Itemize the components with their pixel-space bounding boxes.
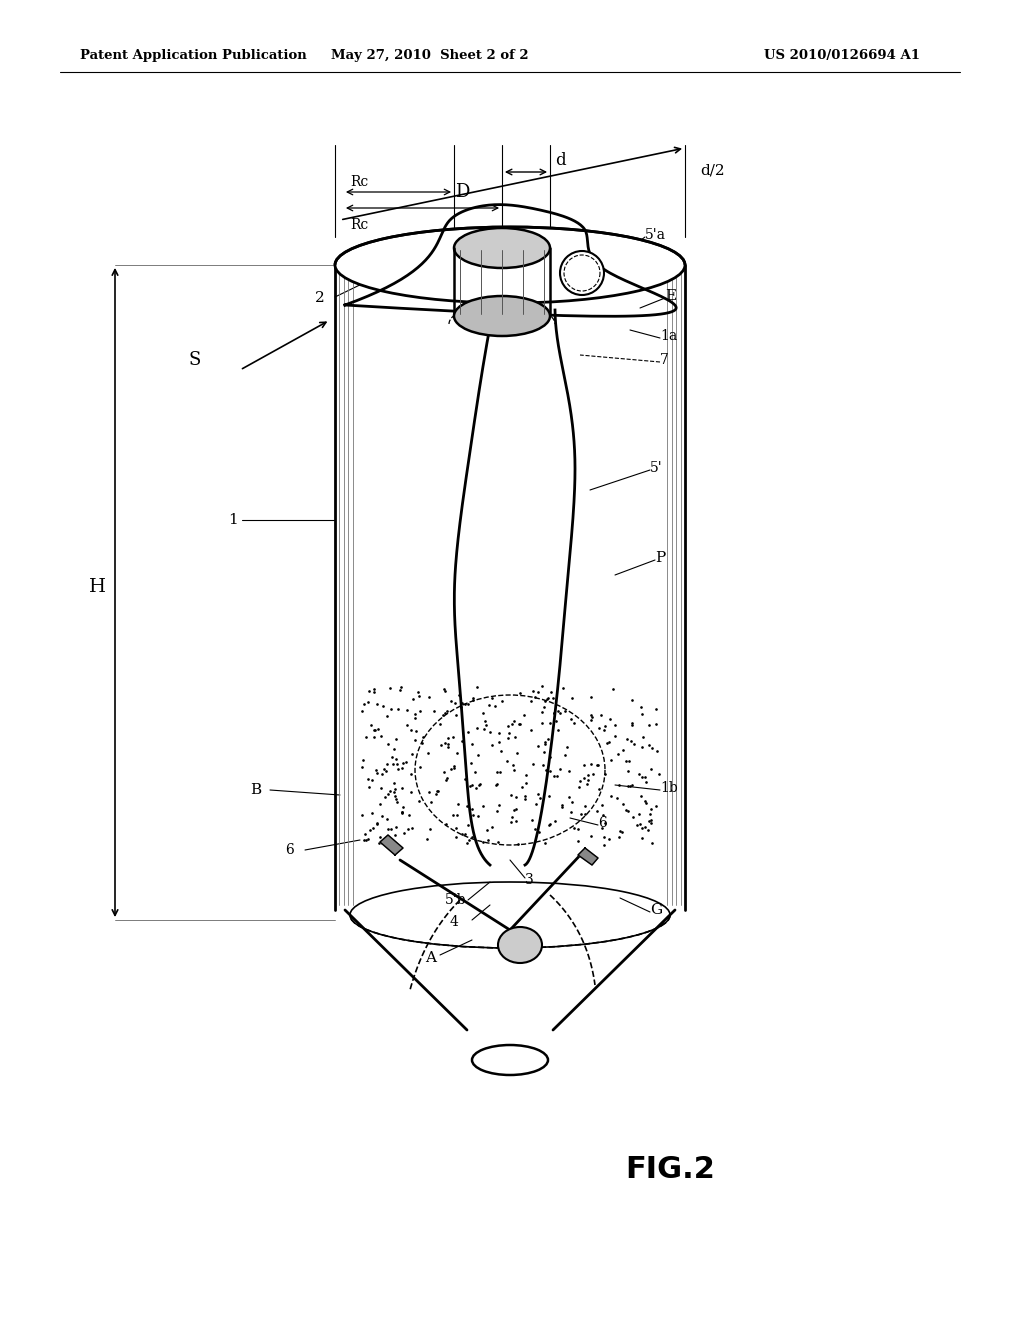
Text: Patent Application Publication: Patent Application Publication: [80, 49, 307, 62]
Ellipse shape: [454, 296, 550, 337]
Text: 6: 6: [285, 843, 294, 857]
Polygon shape: [380, 836, 403, 855]
Polygon shape: [578, 847, 598, 865]
Text: Rc: Rc: [350, 218, 369, 232]
Text: H: H: [88, 578, 105, 597]
Text: 5': 5': [650, 461, 663, 475]
Text: d: d: [555, 152, 565, 169]
Text: 4: 4: [450, 915, 459, 929]
Text: 5'b: 5'b: [445, 894, 467, 907]
Text: FIG.2: FIG.2: [625, 1155, 715, 1184]
Ellipse shape: [335, 227, 685, 304]
Text: B: B: [250, 783, 261, 797]
Text: Rc: Rc: [350, 176, 369, 189]
Text: 6: 6: [598, 816, 607, 830]
Text: d/2: d/2: [700, 162, 725, 177]
Text: D: D: [455, 183, 469, 201]
Text: 1b: 1b: [660, 781, 678, 795]
Ellipse shape: [560, 251, 604, 294]
Text: E: E: [665, 289, 676, 304]
Text: 5'a: 5'a: [645, 228, 666, 242]
Text: 1: 1: [228, 513, 238, 527]
Ellipse shape: [454, 228, 550, 268]
Text: 2: 2: [315, 290, 325, 305]
Text: 3: 3: [525, 873, 534, 887]
Text: P: P: [655, 550, 666, 565]
Text: S: S: [188, 351, 201, 370]
Text: 7: 7: [660, 352, 669, 367]
Text: May 27, 2010  Sheet 2 of 2: May 27, 2010 Sheet 2 of 2: [331, 49, 528, 62]
Text: A: A: [425, 950, 436, 965]
Ellipse shape: [498, 927, 542, 964]
Ellipse shape: [472, 1045, 548, 1074]
Text: G: G: [650, 903, 663, 917]
Text: US 2010/0126694 A1: US 2010/0126694 A1: [764, 49, 920, 62]
Text: 1a: 1a: [660, 329, 677, 343]
